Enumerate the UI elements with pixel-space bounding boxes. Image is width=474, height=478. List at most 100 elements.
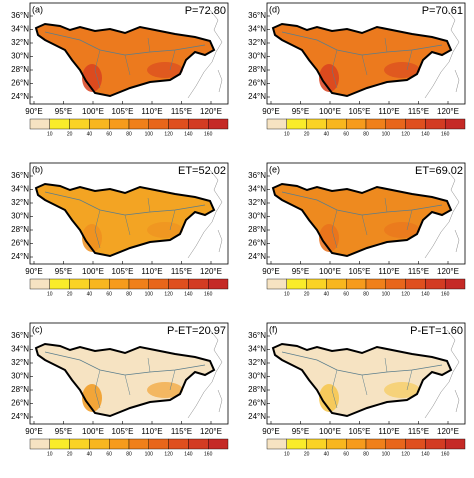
coastline [187, 9, 223, 99]
colorbar-box [286, 438, 307, 450]
colorbar-box [49, 278, 70, 290]
lon-label: 95°E [55, 267, 72, 276]
colorbar-tick: 10 [284, 291, 290, 297]
colorbar-box [29, 438, 50, 450]
lat-label: 34°N [248, 185, 266, 194]
colorbar-tick: 40 [87, 451, 93, 457]
colorbar-box [148, 438, 169, 450]
colorbar-tick: 160 [441, 291, 450, 297]
colorbar-tick: 100 [382, 131, 391, 137]
colorbar-box [148, 278, 169, 290]
lon-label: 115°E [408, 107, 429, 116]
lon-label: 95°E [292, 427, 309, 436]
lat-label: 28°N [11, 385, 29, 394]
colorbar-tick: 100 [145, 291, 154, 297]
colorbar-box [405, 118, 426, 130]
colorbar-box [385, 278, 406, 290]
lon-label: 120°E [437, 267, 459, 276]
colorbar-box [108, 438, 130, 450]
lat-label: 36°N [11, 171, 29, 180]
basin-hotspot [82, 224, 102, 252]
colorbar-box [365, 438, 386, 450]
lat-label: 26°N [248, 239, 266, 248]
colorbar-tick: 160 [204, 131, 213, 137]
lat-label: 32°N [248, 198, 266, 207]
colorbar-tick: 140 [421, 291, 430, 297]
colorbar-tick: 140 [421, 131, 430, 137]
colorbar-tick: 60 [343, 291, 349, 297]
colorbar-tick: 120 [164, 451, 173, 457]
panel-stat: P-ET=1.60 [410, 325, 463, 337]
colorbar-box [306, 438, 327, 450]
basin-hotspot [384, 62, 420, 78]
colorbar-box [286, 278, 307, 290]
lon-label: 100°E [82, 427, 104, 436]
colorbar-box [207, 118, 229, 130]
colorbar-tick: 40 [324, 291, 330, 297]
colorbar-box [365, 278, 386, 290]
lon-label: 105°E [112, 427, 134, 436]
lon-label: 105°E [349, 267, 371, 276]
panel: (e) ET=69.02 36°N 34°N 32°N 30°N 28°N 26°N 24°N 9… [248, 162, 466, 297]
colorbar-box [425, 118, 446, 130]
panel-label: (b) [32, 164, 43, 174]
lon-label: 100°E [319, 427, 341, 436]
colorbar-tick: 120 [164, 291, 173, 297]
panel-label: (f) [269, 324, 278, 334]
lat-label: 26°N [248, 79, 266, 88]
colorbar-tick: 20 [304, 451, 310, 457]
lon-label: 115°E [171, 427, 192, 436]
lon-label: 100°E [319, 107, 341, 116]
colorbar-box [89, 278, 110, 290]
colorbar-tick: 120 [164, 131, 173, 137]
colorbar-tick: 160 [204, 451, 213, 457]
basin-hotspot [319, 384, 339, 412]
colorbar-tick: 160 [441, 451, 450, 457]
coastline [454, 389, 460, 413]
lon-label: 95°E [55, 107, 72, 116]
lon-label: 120°E [437, 107, 459, 116]
lat-label: 24°N [248, 412, 266, 421]
lon-label: 100°E [82, 267, 104, 276]
lon-label: 105°E [112, 107, 134, 116]
colorbar-box [385, 118, 406, 130]
colorbar-box [286, 118, 307, 130]
lat-label: 24°N [11, 92, 29, 101]
lat-label: 30°N [248, 372, 266, 381]
lat-label: 36°N [248, 11, 266, 20]
coastline [217, 69, 223, 93]
colorbar-tick: 80 [126, 451, 132, 457]
lat-label: 34°N [248, 25, 266, 34]
colorbar-tick: 10 [284, 131, 290, 137]
colorbar-tick: 160 [441, 131, 450, 137]
coastline [454, 229, 460, 253]
colorbar-tick: 60 [343, 451, 349, 457]
colorbar-box [29, 118, 50, 130]
basin-hotspot [319, 224, 339, 252]
lon-label: 100°E [82, 107, 104, 116]
colorbar-box [444, 438, 466, 450]
colorbar-tick: 100 [382, 291, 391, 297]
colorbar-box [444, 118, 466, 130]
colorbar-tick: 80 [363, 291, 369, 297]
colorbar-tick: 60 [106, 451, 112, 457]
panel: (a) P=72.80 36°N 34°N 32°N 30°N 28°N 26°N 24°N 90… [11, 2, 229, 137]
lat-label: 26°N [11, 399, 29, 408]
lat-label: 36°N [11, 11, 29, 20]
colorbar-box [69, 278, 90, 290]
colorbar-tick: 100 [145, 451, 154, 457]
colorbar-box [266, 278, 287, 290]
lon-label: 95°E [292, 107, 309, 116]
colorbar-box [207, 278, 229, 290]
river [331, 197, 413, 249]
colorbar-tick: 140 [184, 131, 193, 137]
colorbar-box [306, 118, 327, 130]
coastline [424, 329, 460, 419]
colorbar-box [89, 438, 110, 450]
colorbar-tick: 20 [304, 291, 310, 297]
lat-label: 24°N [11, 412, 29, 421]
lon-label: 110°E [141, 427, 162, 436]
colorbar-box [188, 438, 209, 450]
colorbar-box [128, 438, 149, 450]
colorbar-box [266, 118, 287, 130]
